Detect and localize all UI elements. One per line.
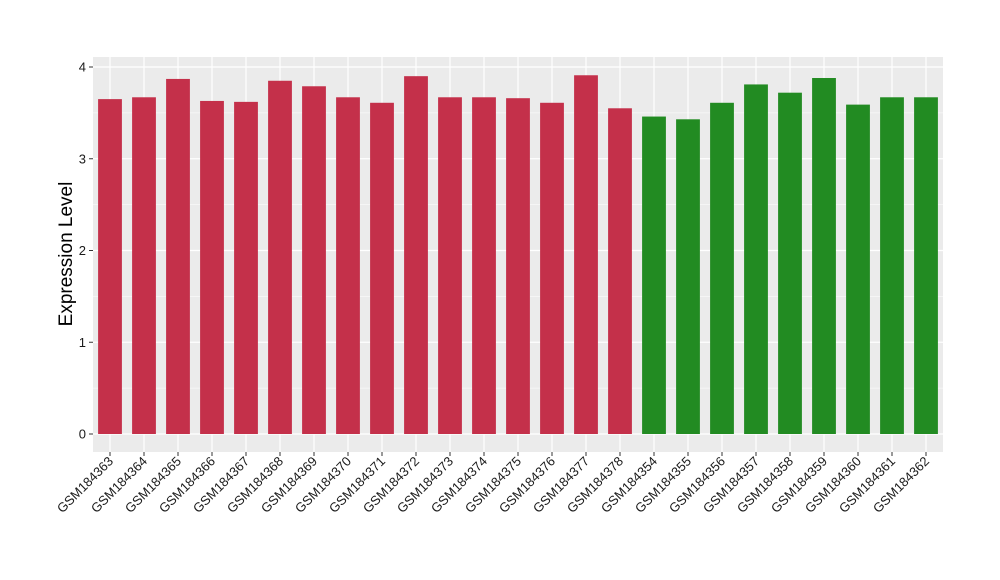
bar-GSM184358	[778, 92, 802, 434]
bar-GSM184373	[438, 97, 462, 434]
y-tick-label: 1	[79, 335, 86, 350]
bar-GSM184364	[132, 97, 156, 434]
x-axis: GSM184363GSM184364GSM184365GSM184366GSM1…	[54, 452, 932, 516]
y-tick-label: 0	[79, 427, 86, 442]
bar-GSM184361	[880, 97, 904, 434]
bar-GSM184377	[574, 75, 598, 434]
bar-GSM184363	[98, 99, 122, 435]
bar-GSM184372	[404, 76, 428, 435]
bar-GSM184368	[268, 80, 292, 434]
y-tick-label: 4	[79, 60, 86, 75]
y-tick-label: 3	[79, 151, 86, 166]
bar-GSM184359	[812, 78, 836, 434]
y-axis-title: Expression Level	[56, 182, 77, 327]
bar-GSM184356	[710, 102, 734, 434]
bars	[98, 75, 938, 435]
bar-GSM184354	[642, 116, 666, 435]
bar-GSM184374	[472, 97, 496, 434]
bar-GSM184366	[200, 100, 224, 434]
bar-GSM184355	[676, 119, 700, 435]
y-axis: 0 1 2 3 4	[79, 60, 93, 442]
bar-GSM184357	[744, 84, 768, 435]
bar-GSM184369	[302, 86, 326, 434]
bar-GSM184378	[608, 108, 632, 434]
bar-GSM184365	[166, 78, 190, 435]
bar-GSM184371	[370, 102, 394, 434]
y-tick-label: 2	[79, 243, 86, 258]
bar-GSM184362	[914, 97, 938, 434]
bar-GSM184367	[234, 101, 258, 435]
bar-GSM184360	[846, 104, 870, 435]
bar-GSM184370	[336, 97, 360, 434]
bar-GSM184375	[506, 98, 530, 434]
bar-GSM184376	[540, 102, 564, 434]
